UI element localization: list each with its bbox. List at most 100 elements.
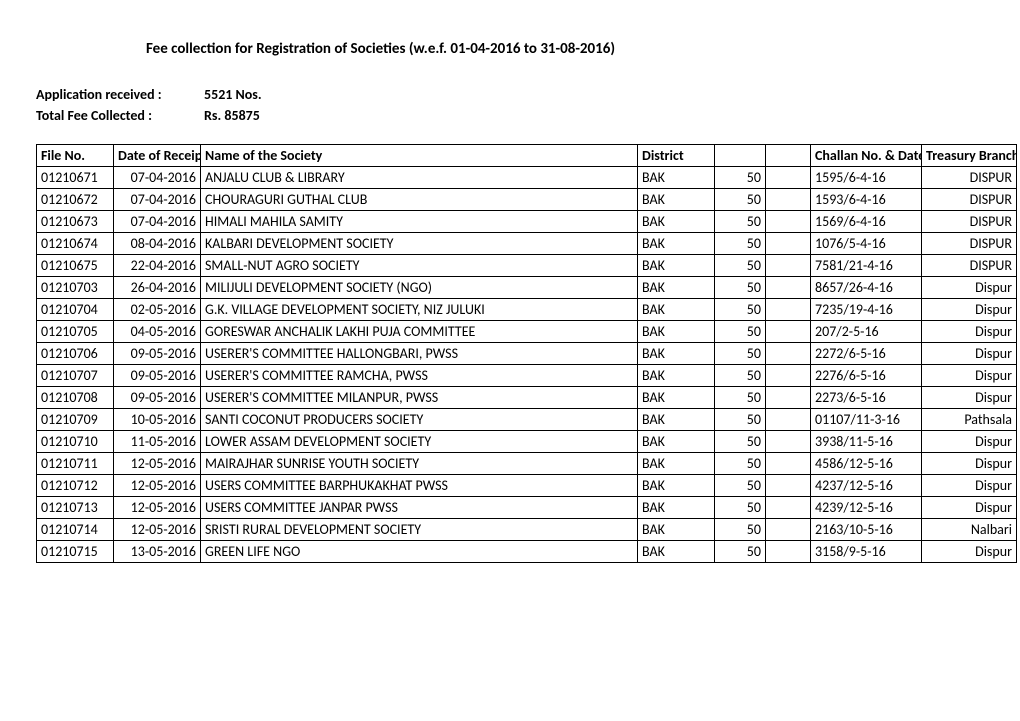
cell-blank <box>766 453 811 475</box>
cell-treasury: Dispur <box>922 431 1017 453</box>
cell-amount: 50 <box>715 255 766 277</box>
cell-date: 12-05-2016 <box>114 453 201 475</box>
cell-amount: 50 <box>715 211 766 233</box>
cell-blank <box>766 365 811 387</box>
cell-date: 02-05-2016 <box>114 299 201 321</box>
cell-name: MAIRAJHAR SUNRISE YOUTH SOCIETY <box>201 453 638 475</box>
cell-challan: 7235/19-4-16 <box>811 299 922 321</box>
cell-challan: 1076/5-4-16 <box>811 233 922 255</box>
cell-challan: 2276/6-5-16 <box>811 365 922 387</box>
cell-amount: 50 <box>715 409 766 431</box>
cell-blank <box>766 387 811 409</box>
cell-file-no: 01210713 <box>37 497 114 519</box>
cell-blank <box>766 431 811 453</box>
col-file-no: File No. <box>37 145 114 167</box>
cell-district: BAK <box>638 431 715 453</box>
cell-treasury: Dispur <box>922 475 1017 497</box>
cell-file-no: 01210714 <box>37 519 114 541</box>
cell-name: GORESWAR ANCHALIK LAKHI PUJA COMMITTEE <box>201 321 638 343</box>
cell-name: CHOURAGURI GUTHAL CLUB <box>201 189 638 211</box>
table-row: 0121067207-04-2016CHOURAGURI GUTHAL CLUB… <box>37 189 1017 211</box>
col-blank <box>766 145 811 167</box>
cell-challan: 2272/6-5-16 <box>811 343 922 365</box>
cell-date: 09-05-2016 <box>114 387 201 409</box>
cell-challan: 1595/6-4-16 <box>811 167 922 189</box>
cell-amount: 50 <box>715 343 766 365</box>
cell-blank <box>766 277 811 299</box>
table-row: 0121070326-04-2016MILIJULI DEVELOPMENT S… <box>37 277 1017 299</box>
cell-district: BAK <box>638 453 715 475</box>
cell-district: BAK <box>638 277 715 299</box>
col-date: Date of Receipt <box>114 145 201 167</box>
col-amount <box>715 145 766 167</box>
cell-date: 09-05-2016 <box>114 365 201 387</box>
cell-treasury: Dispur <box>922 365 1017 387</box>
cell-date: 12-05-2016 <box>114 497 201 519</box>
cell-file-no: 01210709 <box>37 409 114 431</box>
cell-file-no: 01210705 <box>37 321 114 343</box>
cell-amount: 50 <box>715 519 766 541</box>
cell-treasury: Dispur <box>922 497 1017 519</box>
page-title: Fee collection for Registration of Socie… <box>36 40 984 58</box>
cell-date: 11-05-2016 <box>114 431 201 453</box>
cell-date: 09-05-2016 <box>114 343 201 365</box>
cell-date: 07-04-2016 <box>114 189 201 211</box>
cell-name: SMALL-NUT AGRO SOCIETY <box>201 255 638 277</box>
cell-district: BAK <box>638 299 715 321</box>
cell-date: 22-04-2016 <box>114 255 201 277</box>
cell-name: USERS COMMITTEE JANPAR PWSS <box>201 497 638 519</box>
cell-district: BAK <box>638 211 715 233</box>
cell-file-no: 01210707 <box>37 365 114 387</box>
societies-table: File No. Date of Receipt Name of the Soc… <box>36 144 1017 563</box>
cell-blank <box>766 167 811 189</box>
cell-amount: 50 <box>715 497 766 519</box>
cell-blank <box>766 475 811 497</box>
cell-file-no: 01210675 <box>37 255 114 277</box>
cell-district: BAK <box>638 541 715 563</box>
cell-treasury: DISPUR <box>922 233 1017 255</box>
cell-amount: 50 <box>715 321 766 343</box>
table-row: 0121071312-05-2016USERS COMMITTEE JANPAR… <box>37 497 1017 519</box>
cell-amount: 50 <box>715 299 766 321</box>
cell-challan: 207/2-5-16 <box>811 321 922 343</box>
cell-date: 10-05-2016 <box>114 409 201 431</box>
cell-name: KALBARI DEVELOPMENT SOCIETY <box>201 233 638 255</box>
cell-treasury: Dispur <box>922 387 1017 409</box>
summary-applications-value: 5521 Nos. <box>204 86 262 103</box>
table-row: 0121070609-05-2016USERER'S COMMITTEE HAL… <box>37 343 1017 365</box>
cell-amount: 50 <box>715 453 766 475</box>
cell-file-no: 01210671 <box>37 167 114 189</box>
cell-treasury: Dispur <box>922 541 1017 563</box>
cell-treasury: DISPUR <box>922 211 1017 233</box>
cell-blank <box>766 409 811 431</box>
cell-amount: 50 <box>715 167 766 189</box>
cell-file-no: 01210712 <box>37 475 114 497</box>
cell-file-no: 01210703 <box>37 277 114 299</box>
cell-name: USERER'S COMMITTEE MILANPUR, PWSS <box>201 387 638 409</box>
table-row: 0121070709-05-2016USERER'S COMMITTEE RAM… <box>37 365 1017 387</box>
cell-challan: 7581/21-4-16 <box>811 255 922 277</box>
cell-treasury: Dispur <box>922 277 1017 299</box>
cell-district: BAK <box>638 519 715 541</box>
cell-date: 26-04-2016 <box>114 277 201 299</box>
cell-district: BAK <box>638 189 715 211</box>
table-header-row: File No. Date of Receipt Name of the Soc… <box>37 145 1017 167</box>
summary-total-fee-label: Total Fee Collected : <box>36 107 204 124</box>
cell-blank <box>766 299 811 321</box>
cell-amount: 50 <box>715 233 766 255</box>
summary-total-fee-value: Rs. 85875 <box>204 107 260 124</box>
cell-treasury: Dispur <box>922 343 1017 365</box>
cell-file-no: 01210710 <box>37 431 114 453</box>
cell-blank <box>766 321 811 343</box>
cell-amount: 50 <box>715 431 766 453</box>
cell-amount: 50 <box>715 189 766 211</box>
cell-name: SANTI COCONUT PRODUCERS SOCIETY <box>201 409 638 431</box>
table-row: 0121067107-04-2016ANJALU CLUB & LIBRARYB… <box>37 167 1017 189</box>
col-treasury: Treasury Branch <box>922 145 1017 167</box>
cell-blank <box>766 255 811 277</box>
cell-date: 13-05-2016 <box>114 541 201 563</box>
cell-district: BAK <box>638 387 715 409</box>
col-district: District <box>638 145 715 167</box>
cell-district: BAK <box>638 321 715 343</box>
cell-blank <box>766 211 811 233</box>
